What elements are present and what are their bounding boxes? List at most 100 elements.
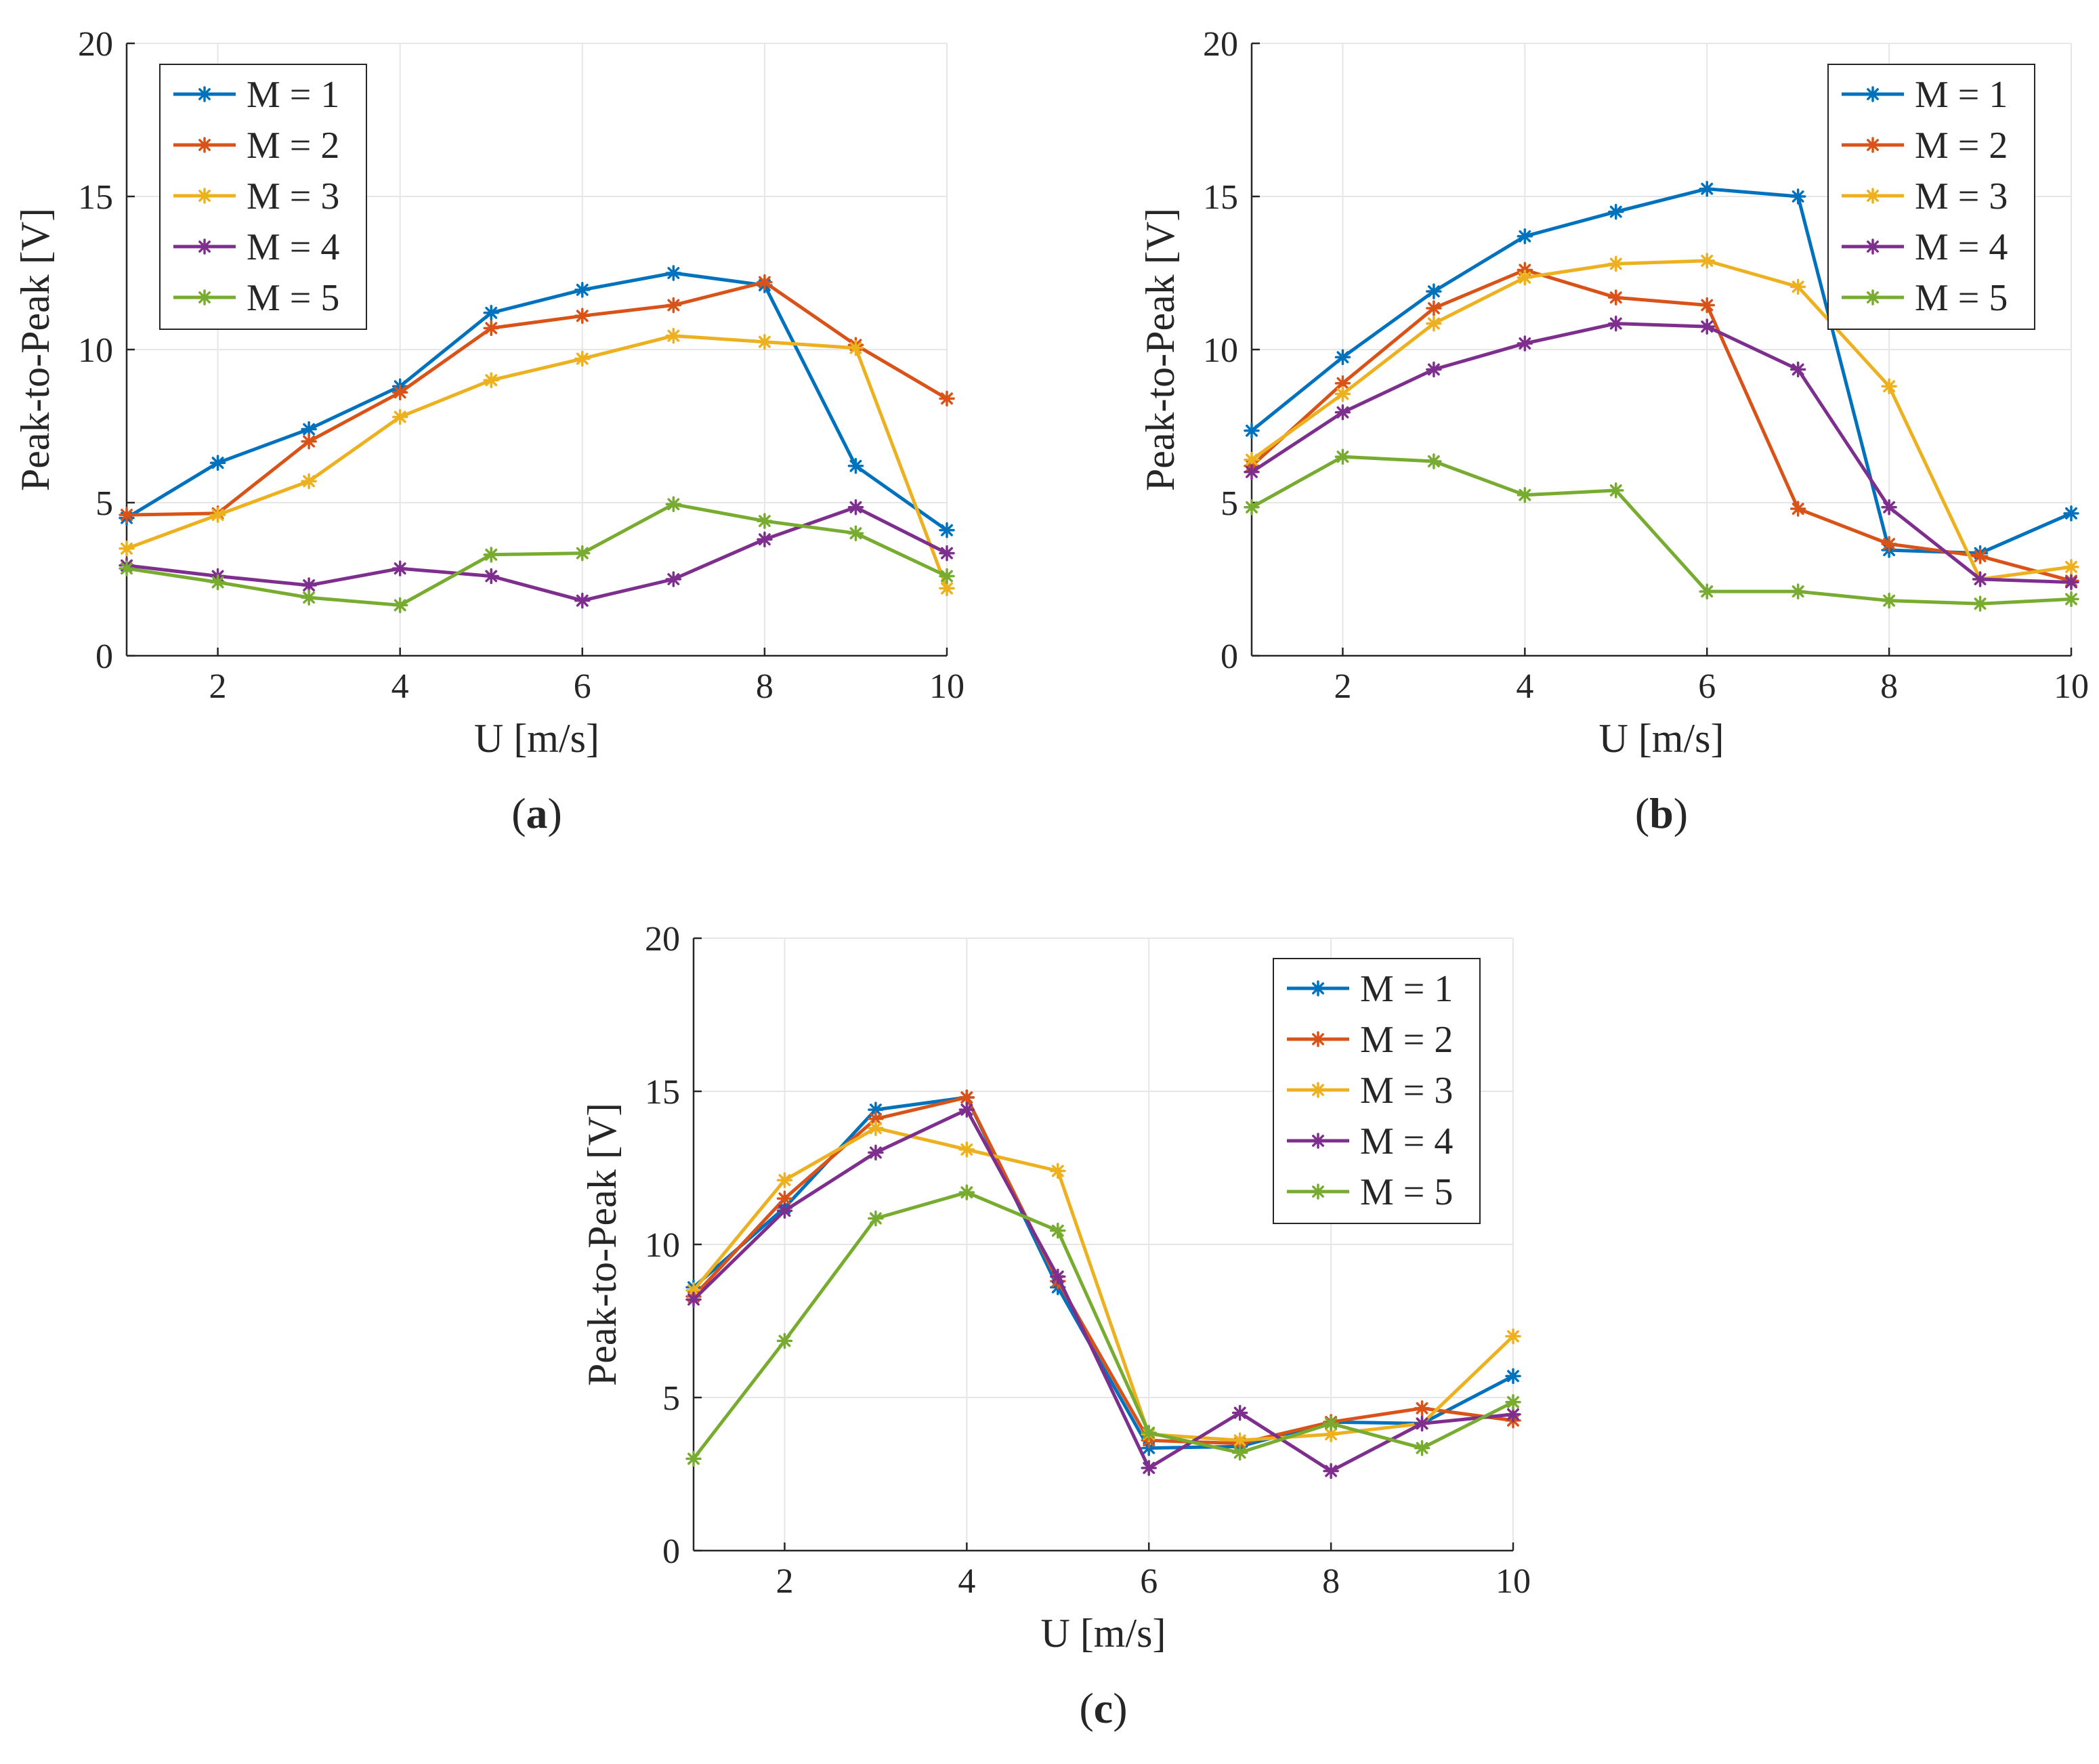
y-tick-label: 20: [78, 25, 113, 64]
series-line: [1250, 259, 2072, 581]
data-point: [1334, 375, 1351, 392]
data-point: [1050, 1268, 1066, 1285]
chart-panel-2: 2 4 6 8 10 0 5 10 15 20 U [m/s] Peak-to-Peak [V] M =…: [1138, 25, 2089, 837]
data-point: [483, 305, 499, 321]
data-point: [665, 265, 682, 281]
x-tick-label: 8: [1322, 1562, 1340, 1601]
legend-marker: [196, 238, 213, 255]
y-tick-label: 0: [1221, 637, 1238, 676]
data-point: [1334, 349, 1351, 366]
legend-label: M = 3: [1915, 175, 2008, 217]
series-line: [126, 334, 949, 589]
x-axis-label: U [m/s]: [474, 716, 599, 761]
data-point: [1608, 289, 1624, 306]
data-point: [868, 1120, 884, 1136]
series-line: [692, 1108, 1514, 1473]
series-line: [692, 1190, 1514, 1460]
x-tick-label: 8: [756, 667, 773, 706]
series-4: [685, 1101, 1521, 1479]
legend-marker: [1865, 86, 1881, 102]
legend-marker: [196, 289, 213, 306]
x-tick-label: 2: [776, 1562, 793, 1601]
y-tick-label: 15: [78, 178, 113, 217]
legend-label: M = 2: [1915, 125, 2008, 167]
data-point: [391, 408, 408, 425]
data-point: [1334, 404, 1351, 421]
data-point: [483, 372, 499, 388]
series-5: [119, 496, 955, 614]
x-tick-label: 4: [1516, 667, 1533, 706]
data-point: [1881, 536, 1897, 552]
data-point: [2063, 574, 2079, 591]
data-point: [574, 350, 591, 367]
data-point: [847, 339, 864, 356]
legend-label: M = 2: [1360, 1019, 1453, 1061]
y-tick-label: 0: [96, 637, 113, 676]
y-tick-label: 10: [645, 1226, 680, 1265]
series-line: [126, 505, 948, 603]
data-point: [483, 320, 499, 337]
data-point: [1414, 1415, 1430, 1432]
data-point: [1517, 486, 1533, 503]
data-point: [1789, 583, 1806, 600]
data-point: [939, 390, 955, 407]
data-point: [391, 597, 408, 614]
data-point: [574, 308, 591, 324]
legend-marker: [196, 137, 213, 153]
data-point: [391, 560, 408, 576]
data-point: [847, 499, 864, 516]
y-tick-label: 5: [662, 1379, 680, 1418]
y-tick-label: 10: [78, 331, 113, 370]
data-point: [1972, 595, 1989, 612]
panel-label: (b): [1635, 789, 1688, 837]
data-point: [1699, 318, 1715, 335]
data-point: [1244, 464, 1260, 480]
data-point: [868, 1110, 884, 1127]
data-point: [1141, 1425, 1157, 1441]
data-point: [665, 571, 682, 587]
legend-label: M = 5: [1915, 277, 2008, 319]
data-point: [301, 577, 317, 593]
data-point: [1505, 1328, 1521, 1345]
data-point: [958, 1141, 975, 1158]
data-point: [119, 541, 135, 557]
series-line: [1250, 268, 2072, 583]
data-point: [776, 1202, 793, 1219]
data-point: [1789, 501, 1806, 517]
x-tick-label: 6: [574, 667, 591, 706]
data-point: [958, 1101, 975, 1118]
data-point: [847, 525, 864, 541]
data-point: [483, 568, 499, 585]
data-point: [1050, 1162, 1066, 1179]
data-point: [1505, 1368, 1521, 1385]
data-point: [1426, 361, 1442, 378]
data-point: [939, 522, 955, 539]
data-point: [1881, 378, 1897, 394]
data-point: [1334, 448, 1351, 465]
data-point: [209, 455, 226, 471]
x-tick-label: 8: [1880, 667, 1898, 706]
data-point: [1244, 499, 1260, 516]
data-point: [1414, 1400, 1430, 1416]
data-point: [685, 1450, 702, 1467]
data-point: [2063, 591, 2079, 608]
legend-marker: [1310, 1082, 1326, 1098]
legend-marker: [1865, 188, 1881, 204]
legend-label: M = 4: [1360, 1120, 1453, 1162]
data-point: [868, 1101, 884, 1118]
data-point: [847, 458, 864, 474]
data-point: [1608, 203, 1624, 220]
panel-label: (a): [511, 789, 562, 837]
panel-label: (c): [1079, 1684, 1127, 1732]
data-point: [1699, 297, 1715, 314]
data-point: [776, 1172, 793, 1188]
data-point: [1244, 423, 1260, 439]
y-tick-label: 10: [1203, 331, 1238, 370]
x-tick-label: 6: [1140, 1562, 1158, 1601]
data-point: [1426, 315, 1442, 332]
legend-label: M = 1: [1360, 968, 1453, 1010]
series-5: [1244, 448, 2079, 612]
y-axis-label: Peak-to-Peak [V]: [13, 208, 58, 491]
data-point: [574, 282, 591, 298]
